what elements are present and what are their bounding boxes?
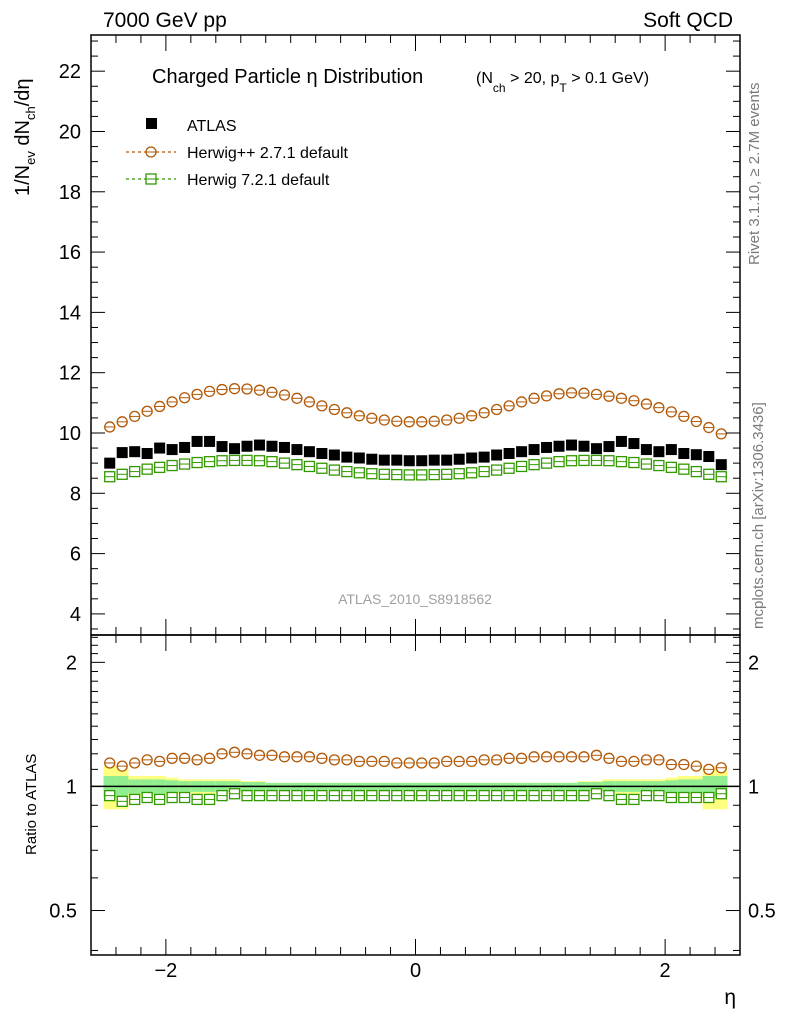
atlas-point [216,441,228,453]
main-y-tick-label: 16 [59,242,81,264]
x-tick-label: 0 [410,960,421,982]
ratio-y-tick-label: 1 [66,776,77,798]
main-y-tick-label: 6 [70,544,81,566]
atlas-point [603,441,615,453]
atlas-point [303,446,315,458]
atlas-point [528,444,540,456]
mcplots-side-label: mcplots.cern.ch [arXiv:1306.3436] [750,402,767,629]
atlas-point [191,435,203,447]
main-y-tick-label: 4 [70,604,81,626]
legend-atlas-marker [146,118,157,129]
main-y-tick-label: 8 [70,483,81,505]
ratio-y-tick-label-right: 2 [748,652,759,674]
atlas-point [328,449,340,461]
atlas-point [278,441,290,453]
main-plot-title-text: Charged Particle η Distribution [152,66,423,88]
atlas-point [366,453,378,465]
atlas-point [291,444,303,456]
atlas-point [453,453,465,465]
atlas-point [116,447,128,459]
main-y-tick-label: 22 [59,61,81,83]
atlas-point [416,455,428,467]
atlas-point [665,444,677,456]
atlas-point [229,443,241,455]
atlas-point [553,440,565,452]
legend-label: Herwig 7.2.1 default [187,172,330,189]
atlas-point [566,439,578,451]
atlas-point [341,451,353,463]
atlas-point [503,447,515,459]
atlas-point [640,444,652,456]
ratio-y-tick-label-right: 0.5 [748,901,776,923]
main-y-tick-label: 18 [59,182,81,204]
main-plot-title: Charged Particle η Distribution [152,66,423,88]
atlas-point [141,447,153,459]
atlas-point [253,439,265,451]
main-y-tick-label: 12 [59,363,81,385]
atlas-point [615,435,627,447]
atlas-point [703,451,715,463]
atlas-point [578,440,590,452]
rivet-side-label: Rivet 3.1.10, ≥ 2.7M events [746,83,763,266]
main-y-tick-label: 20 [59,121,81,143]
atlas-point [179,441,191,453]
atlas-point [154,442,166,454]
ratio-y-tick-label: 0.5 [49,901,77,923]
x-axis-label: η [724,986,736,1009]
atlas-point [678,447,690,459]
atlas-point [166,444,178,456]
atlas-point [690,449,702,461]
main-y-tick-label: 14 [59,302,81,324]
ratio-y-axis-label: Ratio to ATLAS [23,754,40,855]
atlas-point [241,440,253,452]
analysis-annotation: ATLAS_2010_S8918562 [338,591,492,607]
atlas-point [491,449,503,461]
atlas-point [391,454,403,466]
x-tick-label: −2 [154,960,177,982]
legend: ATLAS Herwig++ 2.7.1 default Herwig 7.2.1 … [126,118,349,189]
atlas-point [653,446,665,458]
atlas-point [316,447,328,459]
main-plot-subtitle: (Nch > 20, pT > 0.1 GeV) [476,70,649,95]
atlas-point [441,454,453,466]
main-panel: 4 6 8 10 12 14 16 18 20 22 Charged Particle η Dis… [12,34,741,636]
atlas-point [266,440,278,452]
atlas-point [403,455,415,467]
legend-label: ATLAS [187,118,237,135]
legend-label: Herwig++ 2.7.1 default [187,145,349,162]
main-y-tick-label: 10 [59,423,81,445]
header-left-label: 7000 GeV pp [103,9,227,32]
atlas-point [129,446,141,458]
atlas-point [516,446,528,458]
atlas-point [628,438,640,450]
x-tick-label: 2 [660,960,671,982]
atlas-point [104,457,116,469]
atlas-point [353,452,365,464]
header-right-label: Soft QCD [643,9,733,32]
atlas-point [378,454,390,466]
atlas-point [715,459,727,471]
main-y-axis-label: 1/Nev dNch/dη [12,78,38,196]
atlas-point [541,441,553,453]
atlas-point [590,443,602,455]
atlas-point [478,451,490,463]
ratio-y-tick-label-right: 1 [748,776,759,798]
atlas-point [466,452,478,464]
atlas-point [204,435,216,447]
atlas-point [428,454,440,466]
ratio-y-tick-label: 2 [66,652,77,674]
ratio-panel: 0.5 0.5 1 1 2 2 −2 0 2 Ratio to ATLAS η [23,634,776,1009]
